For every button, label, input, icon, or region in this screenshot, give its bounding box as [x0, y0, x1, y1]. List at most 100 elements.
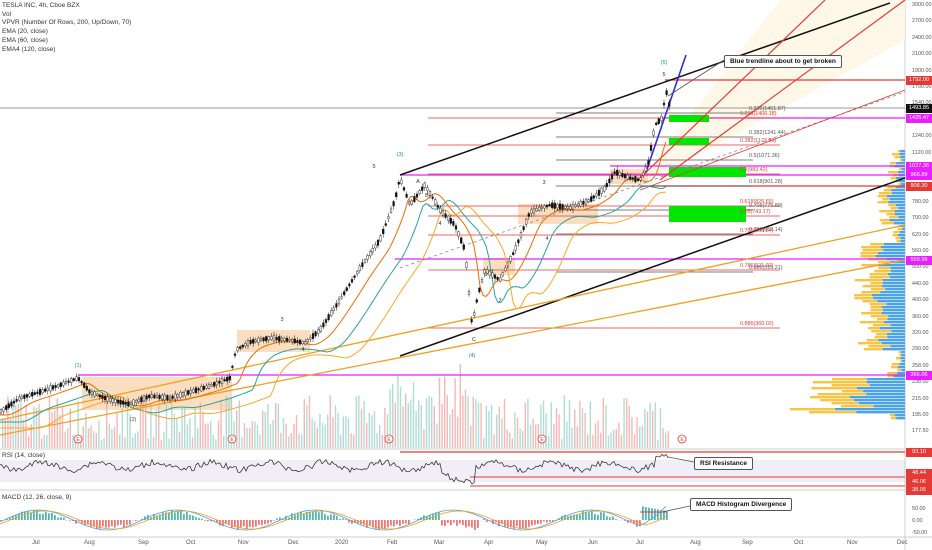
price-axis-label: 1700.00 — [912, 84, 932, 90]
price-axis-label: 1540.00 — [912, 100, 932, 106]
trendline-orange-1[interactable] — [0, 224, 906, 421]
macd-hist-bar — [297, 513, 299, 520]
macd-hist-bar — [453, 520, 455, 523]
vp-bar-up — [900, 225, 905, 228]
macd-hist-bar — [228, 520, 230, 525]
candle-body — [114, 399, 117, 404]
volume-bar — [137, 431, 139, 448]
volume-bar — [386, 414, 389, 448]
volume-bar — [373, 410, 376, 448]
channel-red-lower[interactable] — [659, 0, 906, 181]
volume-bar — [441, 403, 443, 448]
vp-bar-up — [873, 405, 905, 408]
time-axis-label: Aug — [690, 540, 701, 546]
callout-rsi[interactable]: RSI Resistance — [694, 457, 753, 470]
volume-bar — [581, 407, 584, 448]
candle-body — [291, 339, 294, 342]
candle-body — [587, 199, 590, 202]
macd-axis-label: 50.00 — [912, 506, 926, 512]
volume-bar — [85, 413, 87, 448]
wave-label: 1 — [484, 272, 487, 278]
volume-bar — [535, 424, 537, 448]
vp-bar-up — [901, 183, 905, 186]
candle-body — [379, 235, 382, 242]
trendline-dashed[interactable] — [399, 91, 906, 269]
volume-bar — [633, 434, 636, 448]
callout-macd[interactable]: MACD Histogram Divergence — [690, 498, 793, 511]
macd-hist-bar — [525, 520, 527, 529]
macd-hist-bar — [474, 520, 476, 530]
callout-trendline[interactable]: Blue trendline about to get broken — [724, 55, 842, 68]
volume-bar — [220, 401, 222, 448]
macd-hist-bar — [252, 520, 254, 528]
macd-hist-bar — [99, 520, 101, 529]
trendline-black-upper[interactable] — [399, 2, 891, 176]
vp-bar-up — [901, 351, 905, 354]
candle-body — [215, 381, 218, 386]
volume-bar — [80, 438, 82, 448]
vp-bar-up — [899, 153, 905, 156]
macd-hist-bar — [591, 510, 593, 520]
candle-body — [64, 381, 68, 384]
vp-bar-down — [870, 282, 883, 285]
vp-bar-down — [878, 261, 891, 264]
candle-body — [36, 391, 39, 394]
time-axis-label: Jul — [636, 540, 644, 546]
candle-body — [574, 204, 577, 207]
macd-hist-bar — [198, 517, 200, 520]
fib-label: 0.705(775.89) — [749, 203, 783, 209]
macd-hist-bar — [345, 519, 347, 520]
channel-red-mid[interactable] — [639, 89, 906, 191]
volume-bar — [649, 402, 651, 448]
volume-bar — [15, 405, 17, 448]
candle-body — [553, 202, 556, 209]
volume-bar — [360, 408, 363, 448]
volume-bar — [444, 376, 446, 448]
candle-body — [626, 174, 629, 180]
rsi-pane-band — [0, 460, 905, 482]
macd-hist-bar — [195, 517, 197, 520]
trendline-orange-2[interactable] — [0, 259, 906, 436]
price-axis-label: 1900.00 — [912, 67, 932, 74]
volume-bar — [184, 407, 186, 448]
blue-trendline[interactable] — [645, 54, 687, 173]
macd-hist-bar — [417, 518, 419, 520]
volume-bar — [285, 423, 287, 448]
volume-bar — [467, 396, 469, 448]
volume-bar — [41, 438, 43, 448]
trendline-black-lower[interactable] — [399, 177, 906, 357]
volume-bar — [470, 425, 472, 448]
candle-body — [371, 247, 374, 253]
channel-red-upper[interactable] — [639, 0, 826, 179]
earnings-marker-label: E — [230, 437, 234, 443]
earnings-marker — [384, 434, 394, 444]
wave-label: (1) — [75, 363, 82, 369]
vp-bar-up — [890, 261, 905, 264]
vp-bar-up — [881, 342, 905, 345]
candle-body — [90, 390, 94, 395]
volume-bar — [321, 423, 324, 448]
vp-bar-down — [831, 402, 859, 405]
volume-bar — [191, 437, 194, 448]
candle-body — [83, 382, 86, 388]
candle-body — [272, 335, 276, 342]
volume-profile — [789, 150, 905, 420]
rsi-tag: 93.10 — [906, 448, 932, 457]
candle-body — [610, 174, 614, 180]
vp-bar-up — [894, 213, 905, 216]
volume-bar — [379, 425, 381, 448]
volume-bar — [155, 410, 157, 448]
candle-body — [431, 196, 434, 199]
candle-body — [636, 178, 640, 181]
price-tag: 1792.00 — [906, 76, 932, 85]
volume-bar — [665, 432, 667, 448]
macd-hist-bar — [72, 520, 74, 521]
price-axis-label: 360.00 — [912, 313, 929, 320]
price-tag: 1493.85 — [906, 104, 932, 113]
candle-body — [166, 395, 169, 401]
candle-body — [304, 341, 307, 345]
macd-hist-bar — [255, 520, 257, 527]
candle-body — [122, 400, 125, 405]
candle-body — [270, 336, 273, 340]
